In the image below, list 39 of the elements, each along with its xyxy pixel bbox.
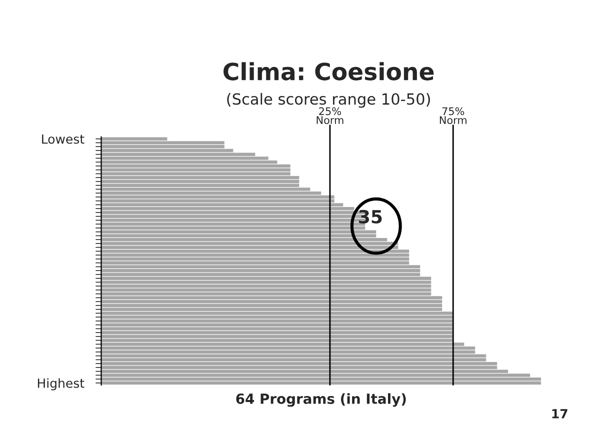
bar xyxy=(101,250,410,253)
ref-line-label: 25% Norm xyxy=(316,107,344,124)
annotation: 35 xyxy=(359,210,382,224)
x-axis-title: 64 Programs (in Italy) xyxy=(236,393,406,407)
bar xyxy=(101,268,420,272)
bar xyxy=(101,164,290,168)
bar xyxy=(101,304,442,308)
y-tick-label: Lowest xyxy=(42,134,84,144)
bar xyxy=(101,319,454,323)
bar xyxy=(101,180,300,184)
bar xyxy=(101,330,454,334)
bar xyxy=(101,288,432,292)
bar xyxy=(101,315,454,319)
bar xyxy=(101,323,454,326)
bar xyxy=(101,296,442,300)
bar xyxy=(101,257,410,261)
chart-title: Clima: Coesione xyxy=(224,62,434,80)
bar xyxy=(101,377,542,381)
text: 17 xyxy=(552,409,568,418)
bar xyxy=(101,195,334,199)
bar xyxy=(101,141,224,144)
bar xyxy=(101,168,290,172)
bar xyxy=(101,354,486,358)
chart-subtitle: (Scale scores range 10-50) xyxy=(227,92,430,108)
bar xyxy=(101,334,454,338)
bar xyxy=(101,381,542,385)
ref-line-label: 75% Norm xyxy=(440,107,466,124)
bar xyxy=(101,327,454,330)
bar xyxy=(101,265,420,268)
bar xyxy=(101,300,442,304)
y-tick-label: Highest xyxy=(38,378,84,390)
bar xyxy=(101,346,476,350)
bar xyxy=(101,362,498,366)
bar xyxy=(101,312,454,315)
bar xyxy=(101,276,432,280)
bar xyxy=(101,284,432,288)
bar xyxy=(101,280,432,284)
bar xyxy=(101,176,300,180)
bar xyxy=(101,230,376,234)
